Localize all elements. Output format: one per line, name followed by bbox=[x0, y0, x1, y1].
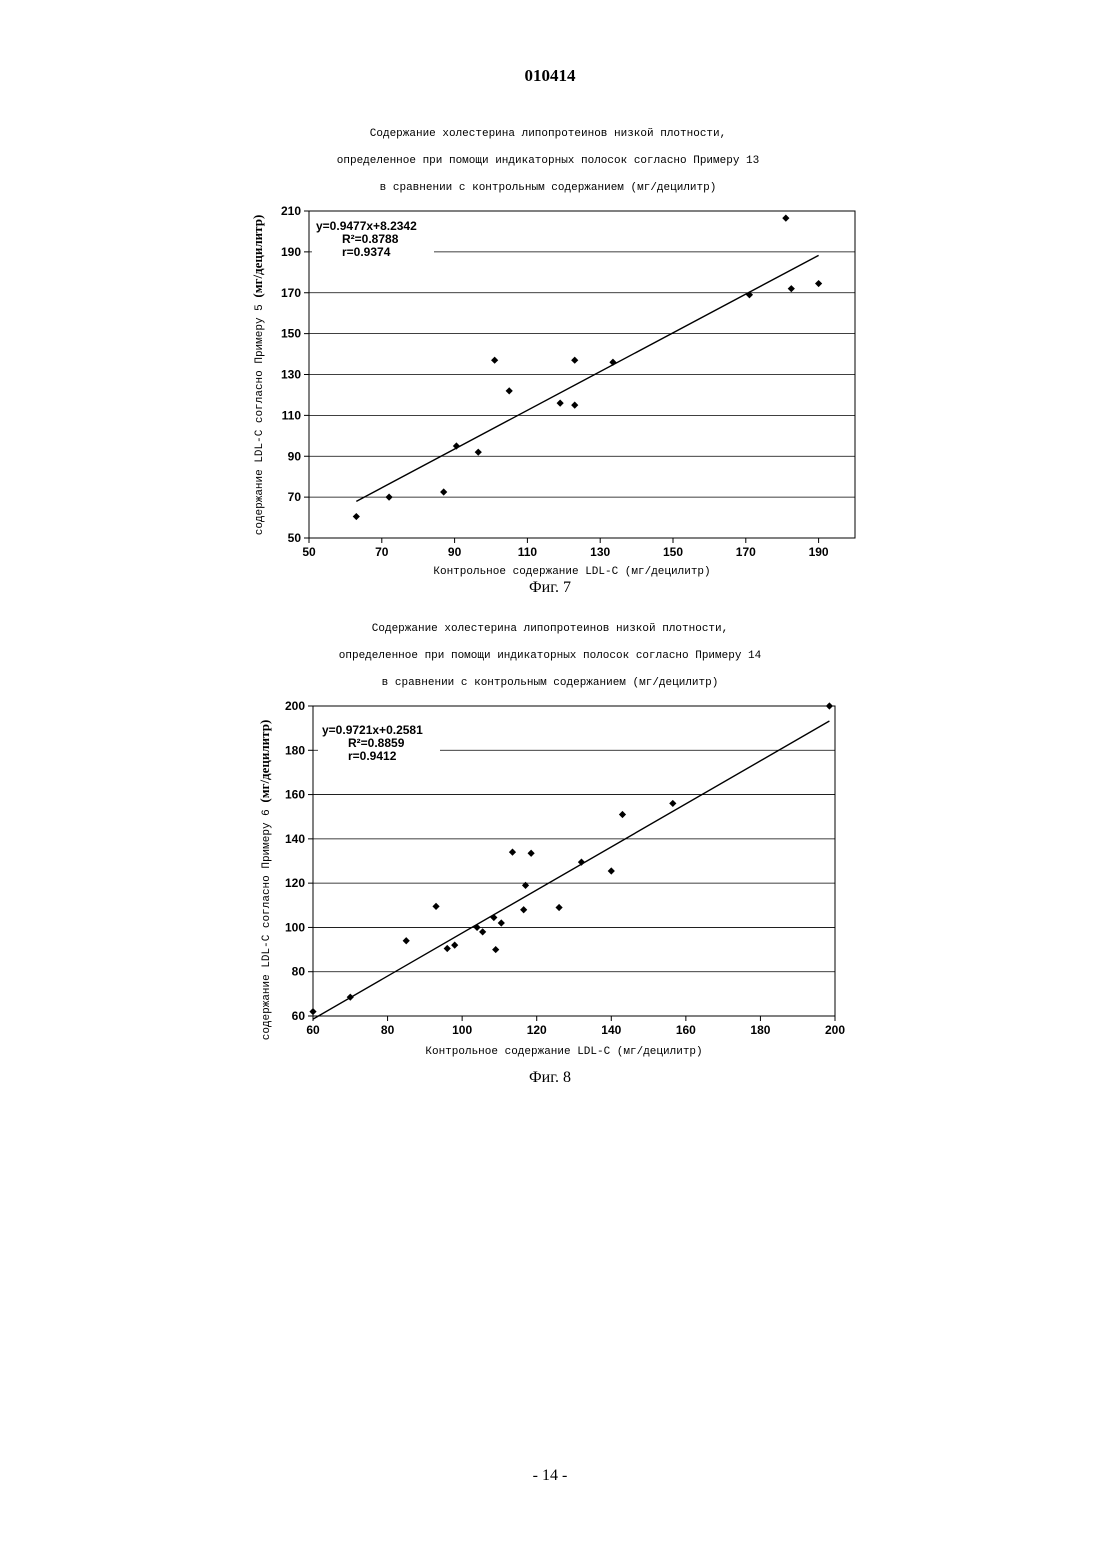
fig7-y-tick-label: 190 bbox=[281, 245, 301, 259]
fig8-data-point bbox=[444, 945, 451, 952]
fig7-data-point bbox=[453, 442, 460, 449]
fig8-correlation-r: r=0.9412 bbox=[348, 749, 397, 763]
figure-8-label: Фиг. 8 bbox=[0, 1069, 1100, 1087]
fig7-x-tick-label: 50 bbox=[302, 545, 316, 559]
fig7-data-point bbox=[385, 494, 392, 501]
fig7-data-point bbox=[475, 449, 482, 456]
fig7-x-tick-label: 170 bbox=[736, 545, 756, 559]
figure-7-chart: 50 70 90 110 130 150 170 190 210 50 70 90 110 130 150 1… bbox=[0, 190, 1100, 610]
fig7-y-axis-label-main: содержание LDL-C согласно Примеру 5 bbox=[254, 298, 266, 536]
fig8-y-axis-label-main: содержание LDL-C согласно Примеру 6 bbox=[261, 803, 273, 1041]
fig8-data-point bbox=[309, 1008, 316, 1015]
fig8-data-point bbox=[528, 850, 535, 857]
fig8-data-point bbox=[669, 800, 676, 807]
fig7-data-point bbox=[609, 359, 616, 366]
fig7-y-tick-label: 150 bbox=[281, 327, 301, 341]
figure-8-caption-line-2: определенное при помощи индикаторных пол… bbox=[250, 643, 850, 670]
fig8-y-axis-label-units: (мг/децилитр) bbox=[257, 720, 272, 803]
fig8-x-tick-label: 80 bbox=[381, 1023, 395, 1037]
figure-7-caption-line-2: определенное при помощи индикаторных пол… bbox=[248, 148, 848, 175]
fig7-y-tick-label: 50 bbox=[288, 531, 302, 545]
fig7-r-squared: R²=0.8788 bbox=[342, 232, 399, 246]
fig7-data-point bbox=[506, 387, 513, 394]
fig7-y-tick-label: 170 bbox=[281, 286, 301, 300]
fig7-x-tick-label: 70 bbox=[375, 545, 389, 559]
fig7-data-point bbox=[815, 280, 822, 287]
fig8-x-tick-label: 160 bbox=[676, 1023, 696, 1037]
fig8-r-squared: R²=0.8859 bbox=[348, 736, 405, 750]
fig8-data-point bbox=[619, 811, 626, 818]
fig8-data-point bbox=[498, 919, 505, 926]
fig7-x-tick-label: 90 bbox=[448, 545, 462, 559]
figure-7-caption-line-1: Содержание холестерина липопротеинов низ… bbox=[248, 121, 848, 148]
fig7-data-point bbox=[557, 400, 564, 407]
fig8-y-tick-label: 200 bbox=[285, 699, 305, 713]
fig8-data-point bbox=[555, 904, 562, 911]
fig8-x-tick-label: 180 bbox=[750, 1023, 770, 1037]
fig8-x-tick-label: 200 bbox=[825, 1023, 845, 1037]
fig7-correlation-r: r=0.9374 bbox=[342, 245, 391, 259]
document-number: 010414 bbox=[0, 66, 1100, 86]
fig8-y-tick-label: 120 bbox=[285, 876, 305, 890]
fig7-x-tick-label: 130 bbox=[590, 545, 610, 559]
fig7-y-tick-label: 130 bbox=[281, 368, 301, 382]
fig8-data-point bbox=[403, 937, 410, 944]
fig7-data-point bbox=[571, 402, 578, 409]
fig8-data-point bbox=[479, 928, 486, 935]
fig7-x-tick-label: 190 bbox=[809, 545, 829, 559]
fig7-y-tick-label: 70 bbox=[288, 490, 302, 504]
fig7-x-tick-label: 110 bbox=[518, 545, 538, 559]
fig8-y-tick-label: 80 bbox=[292, 965, 306, 979]
page-number: - 14 - bbox=[0, 1467, 1100, 1485]
fig8-data-point bbox=[473, 924, 480, 931]
fig8-data-point bbox=[432, 903, 439, 910]
fig8-data-point bbox=[520, 906, 527, 913]
fig8-y-tick-label: 100 bbox=[285, 920, 305, 934]
fig8-x-tick-label: 120 bbox=[527, 1023, 547, 1037]
fig8-data-point bbox=[492, 946, 499, 953]
figure-8-chart: 60 80 100 120 140 160 180 200 60 80 100 120 140 160 18… bbox=[0, 690, 1100, 1090]
fig7-regression-equation: y=0.9477x+8.2342 bbox=[316, 219, 417, 233]
fig7-x-axis-label: Контрольное содержание LDL-C (мг/децилит… bbox=[433, 566, 710, 578]
fig8-y-tick-label: 160 bbox=[285, 788, 305, 802]
fig7-data-point bbox=[353, 513, 360, 520]
fig7-y-tick-label: 90 bbox=[288, 449, 302, 463]
fig8-data-point bbox=[509, 849, 516, 856]
fig8-data-point bbox=[826, 702, 833, 709]
fig8-x-tick-label: 140 bbox=[601, 1023, 621, 1037]
fig8-y-axis-label: содержание LDL-C согласно Примеру 6 (мг/… bbox=[257, 720, 273, 1041]
fig7-data-point bbox=[788, 285, 795, 292]
fig8-data-point bbox=[608, 867, 615, 874]
fig7-y-axis-label-units: (мг/децилитр) bbox=[250, 215, 265, 298]
fig7-data-point bbox=[491, 357, 498, 364]
fig8-regression-equation: y=0.9721x+0.2581 bbox=[322, 723, 423, 737]
fig7-data-point bbox=[571, 357, 578, 364]
fig7-data-point bbox=[746, 291, 753, 298]
figure-8-caption-line-1: Содержание холестерина липопротеинов низ… bbox=[250, 616, 850, 643]
fig8-x-tick-label: 60 bbox=[306, 1023, 320, 1037]
fig8-y-tick-label: 60 bbox=[292, 1009, 306, 1023]
fig8-data-point bbox=[451, 942, 458, 949]
fig8-data-point bbox=[578, 859, 585, 866]
fig7-x-tick-label: 150 bbox=[663, 545, 683, 559]
fig8-x-tick-label: 100 bbox=[452, 1023, 472, 1037]
figure-7-label: Фиг. 7 bbox=[0, 579, 1100, 597]
fig7-data-point bbox=[782, 215, 789, 222]
fig7-y-tick-label: 110 bbox=[282, 408, 302, 422]
fig8-data-point bbox=[490, 914, 497, 921]
fig7-y-axis-label: содержание LDL-C согласно Примеру 5 (мг/… bbox=[250, 215, 266, 536]
figure-8-caption: Содержание холестерина липопротеинов низ… bbox=[250, 616, 850, 697]
fig8-y-tick-label: 140 bbox=[285, 832, 305, 846]
fig8-y-tick-label: 180 bbox=[285, 743, 305, 757]
fig8-x-axis-label: Контрольное содержание LDL-C (мг/децилит… bbox=[425, 1046, 702, 1058]
fig7-data-point bbox=[440, 488, 447, 495]
fig7-y-tick-label: 210 bbox=[281, 204, 301, 218]
